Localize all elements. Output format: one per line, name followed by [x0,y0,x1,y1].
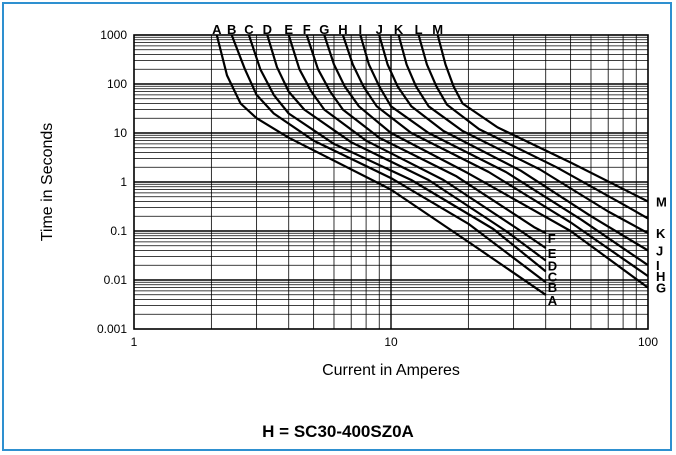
curve-label-end-e: E [548,246,557,261]
curve-label-top-g: G [319,22,329,37]
curve-label-end-b: B [548,280,557,295]
curve-j [378,34,649,252]
y-tick-label: 1000 [100,28,127,42]
x-axis-title: Current in Amperes [322,362,460,379]
plot-border [133,34,649,330]
y-tick-label: 10 [114,126,128,140]
curve-label-end-i: I [656,258,660,273]
curve-i [359,34,649,267]
x-tick-label: 10 [384,335,398,349]
curves [215,34,649,296]
curve-label-end-c: C [548,269,558,284]
curve-label-top-c: C [244,22,254,37]
y-axis-title: Time in Seconds [39,123,56,242]
y-tick-label: 100 [107,77,127,91]
curve-label-top-m: M [432,22,443,37]
curve-label-end-h: H [656,269,665,284]
curve-e [287,34,547,249]
grid [134,35,648,329]
curve-k [397,34,649,235]
curve-a [215,34,547,296]
y-tick-label: 0.01 [104,273,128,287]
chart-frame [2,2,672,451]
curve-label-top-l: L [415,22,423,37]
curve-label-top-d: D [263,22,272,37]
y-tick-label: 1 [120,175,127,189]
curve-h [341,34,649,278]
x-tick-label: 100 [638,335,658,349]
curve-f [305,34,547,235]
curve-d [266,34,547,262]
curve-label-end-d: D [548,259,557,274]
curve-m [436,34,649,203]
curve-label-top-h: H [338,22,347,37]
curve-label-top-k: K [394,22,404,37]
curve-label-end-f: F [548,231,556,246]
tick-labels: 1000 100 10 1 0.1 0.01 0.001 1 10 100 [97,28,658,349]
curve-b [230,34,547,284]
curve-label-top-b: B [227,22,236,37]
y-tick-label: 0.1 [110,224,127,238]
curve-label-end-a: A [548,293,558,308]
curve-label-end-g: G [656,281,666,296]
x-tick-label: 1 [131,335,138,349]
curve-c [247,34,547,273]
y-tick-label: 0.001 [97,322,127,336]
curve-label-top-f: F [303,22,311,37]
curve-l [417,34,649,220]
curve-label-top-a: A [212,22,222,37]
curve-g [323,34,649,289]
curve-label-top-j: J [376,22,383,37]
curve-label-top-i: I [359,22,363,37]
curve-label-end-j: J [656,243,663,258]
curve-label-end-m: M [656,194,667,209]
curve-label-end-k: K [656,226,666,241]
curve-label-top-e: E [284,22,293,37]
part-number-caption: H = SC30-400SZ0A [262,422,414,441]
